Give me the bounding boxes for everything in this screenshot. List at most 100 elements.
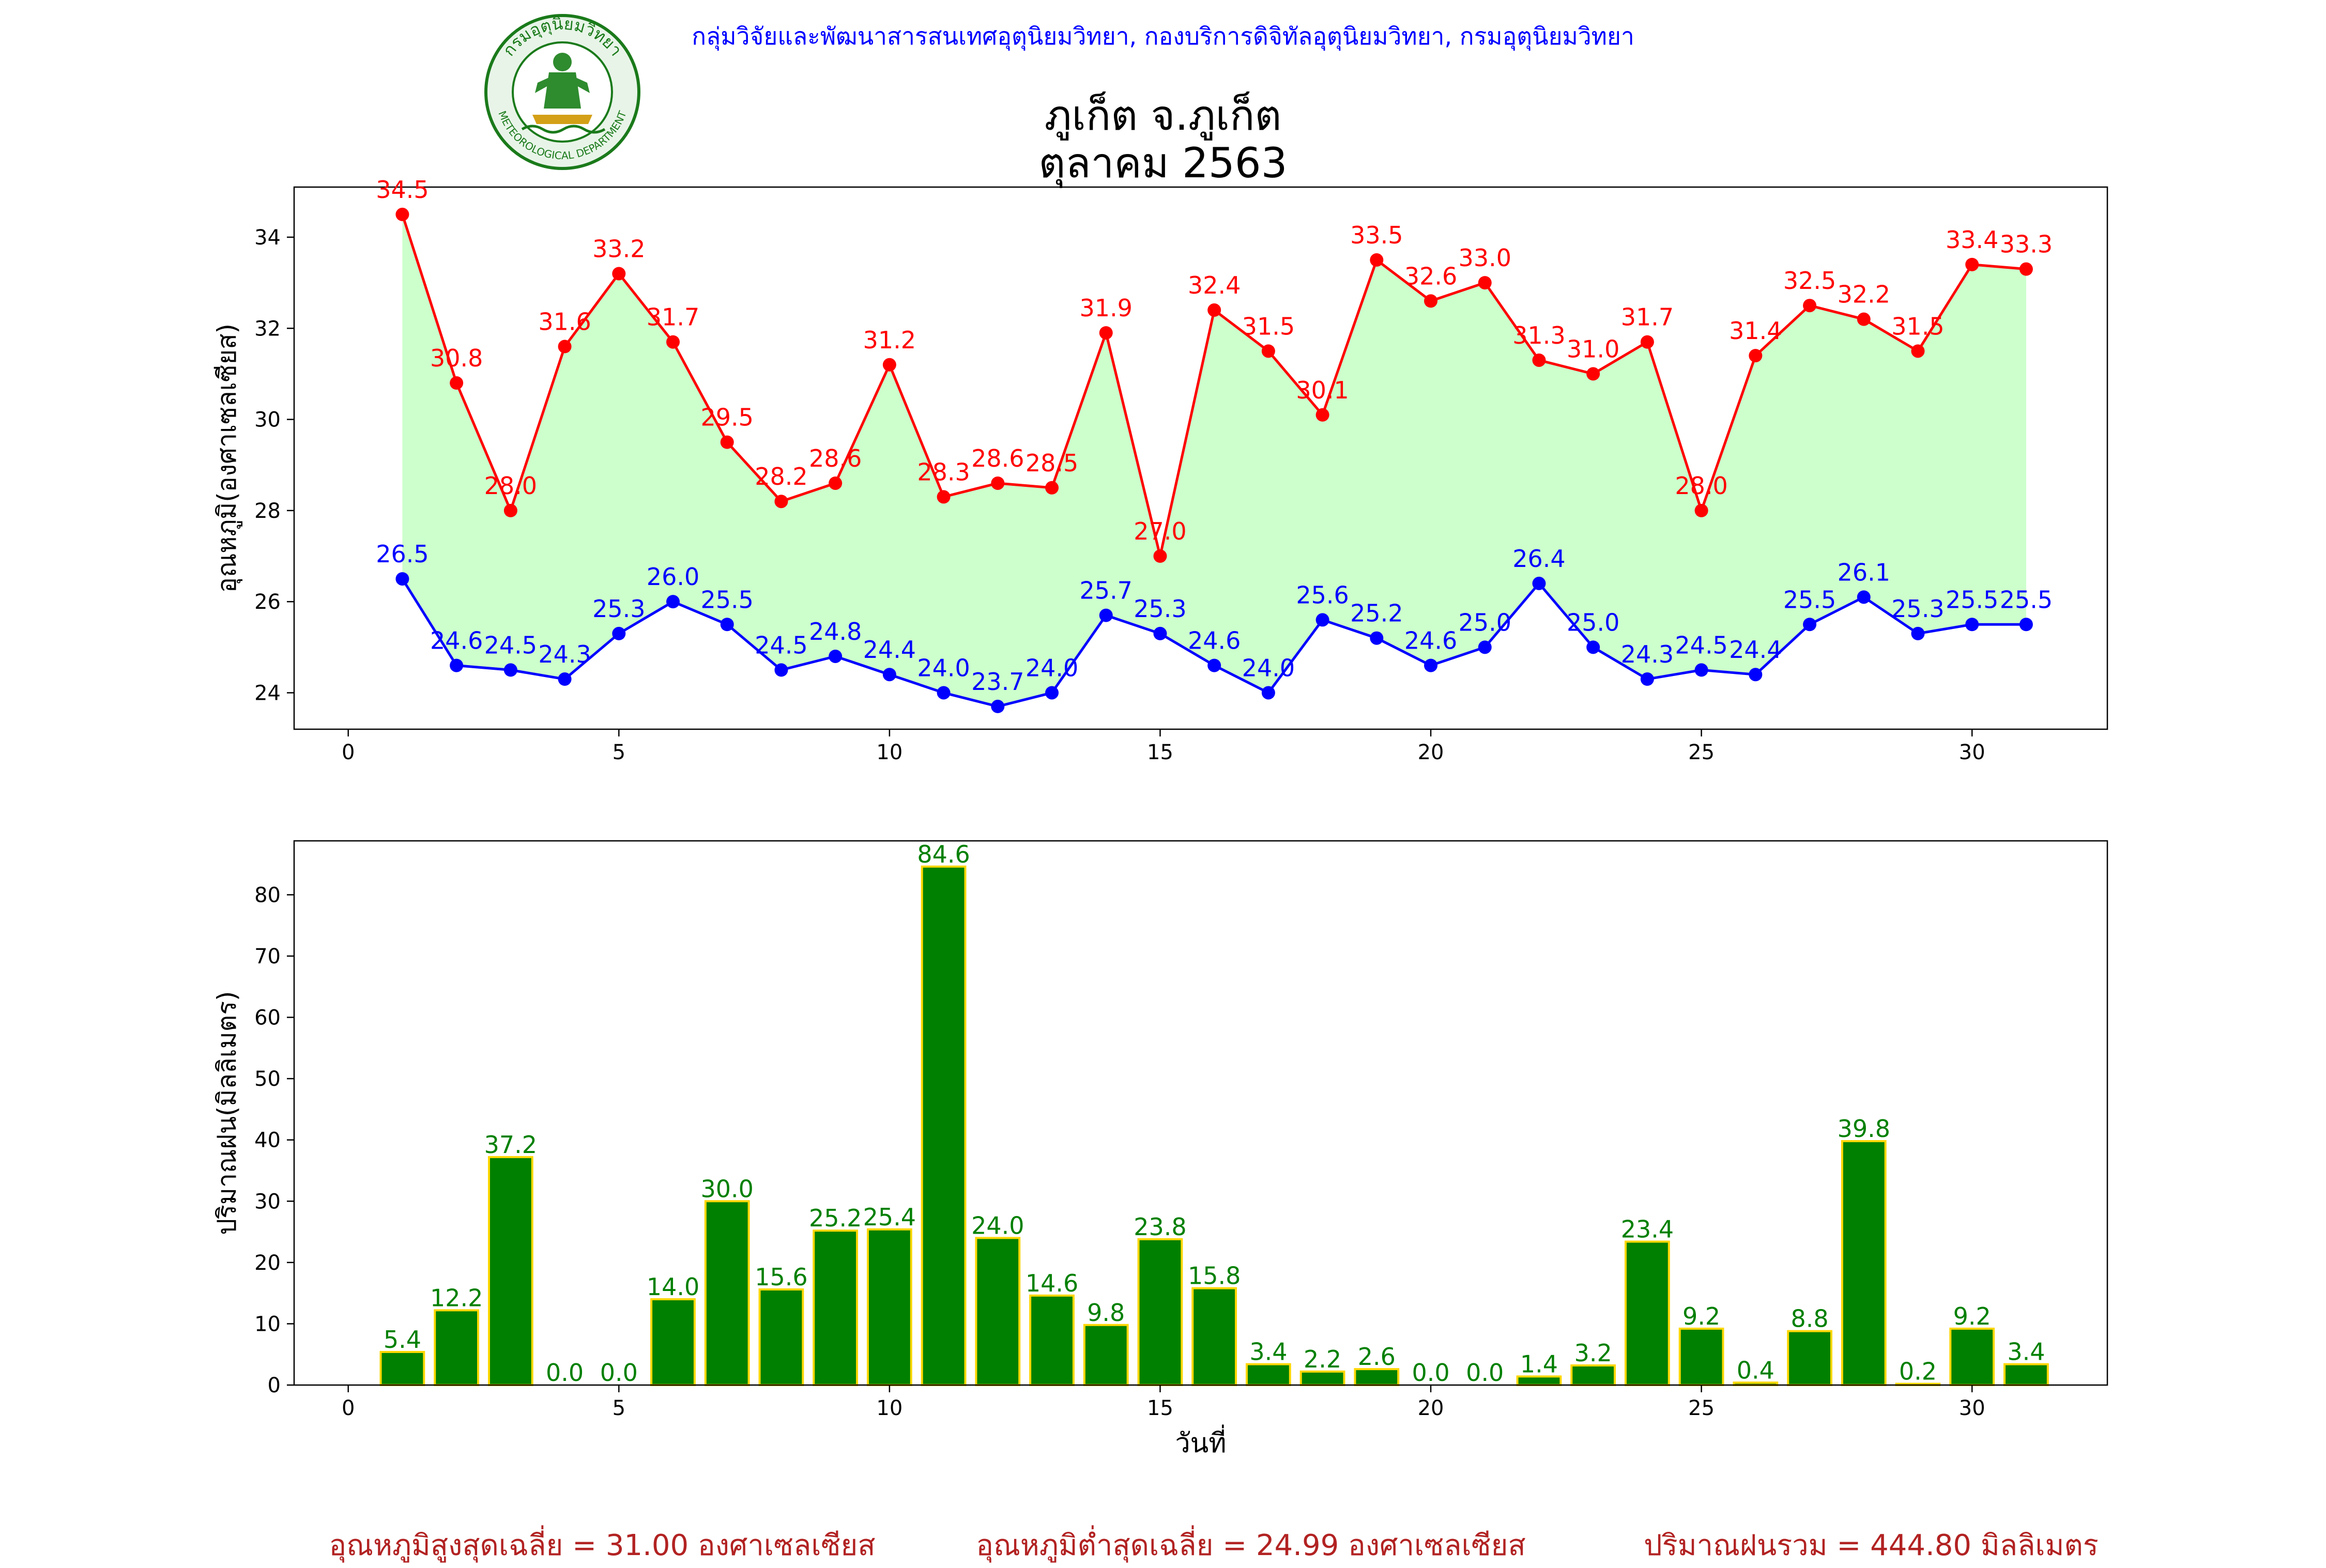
rainfall-value-label: 2.2 bbox=[1304, 1345, 1341, 1373]
max-temperature-point bbox=[1694, 503, 1708, 517]
rainfall-y-tick-label: 40 bbox=[254, 1129, 281, 1152]
max-temperature-point bbox=[1370, 253, 1384, 267]
rainfall-value-label: 0.0 bbox=[1466, 1359, 1504, 1387]
rainfall-bar bbox=[1246, 1363, 1291, 1386]
max-temperature-label: 27.0 bbox=[1134, 517, 1186, 545]
max-temperature-label: 31.6 bbox=[538, 308, 591, 336]
min-temperature-label: 25.0 bbox=[1459, 608, 1511, 636]
min-temperature-label: 25.5 bbox=[2000, 586, 2053, 613]
max-temperature-point bbox=[1153, 549, 1167, 563]
rainfall-x-tick-label: 0 bbox=[342, 1396, 355, 1420]
max-temperature-label: 33.2 bbox=[592, 235, 645, 263]
max-temperature-label: 28.0 bbox=[1675, 472, 1727, 500]
rainfall-plot-frame bbox=[293, 840, 2108, 1386]
max-temperature-label: 33.0 bbox=[1459, 244, 1511, 272]
rainfall-value-label: 37.2 bbox=[484, 1131, 537, 1159]
max-temperature-label: 28.0 bbox=[484, 472, 537, 500]
rainfall-y-tick-label: 60 bbox=[254, 1006, 281, 1030]
rainfall-x-tick-label: 10 bbox=[876, 1396, 902, 1420]
min-temperature-label: 25.3 bbox=[1891, 595, 1944, 623]
min-temperature-point bbox=[395, 572, 409, 586]
avg-max-temperature: อุณหภูมิสูงสุดเฉลี่ย = 31.00 องศาเซลเซีย… bbox=[329, 1529, 876, 1562]
min-temperature-point bbox=[1153, 626, 1167, 640]
min-temperature-point bbox=[1640, 672, 1654, 686]
rainfall-y-tick-label: 70 bbox=[254, 945, 281, 969]
temperature-y-tick-label: 34 bbox=[254, 226, 281, 250]
min-temperature-label: 25.0 bbox=[1567, 608, 1619, 636]
min-temperature-label: 25.3 bbox=[1134, 595, 1186, 623]
rainfall-value-label: 5.4 bbox=[384, 1326, 421, 1354]
rainfall-x-axis-label: วันที่ bbox=[1175, 1424, 1226, 1459]
min-temperature-label: 24.0 bbox=[1026, 654, 1078, 682]
max-temperature-point bbox=[720, 435, 734, 449]
rainfall-value-label: 14.6 bbox=[1026, 1269, 1078, 1297]
temperature-plot-frame bbox=[293, 186, 2108, 730]
rainfall-bar bbox=[2003, 1363, 2049, 1386]
max-temperature-label: 32.4 bbox=[1188, 271, 1241, 299]
min-temperature-point bbox=[1315, 613, 1329, 627]
max-temperature-label: 28.5 bbox=[1026, 449, 1078, 477]
rainfall-bar bbox=[487, 1156, 533, 1387]
max-temperature-label: 31.7 bbox=[1621, 303, 1674, 331]
max-temperature-label: 33.5 bbox=[1350, 221, 1403, 249]
max-temperature-point bbox=[1640, 335, 1654, 349]
min-temperature-label: 26.5 bbox=[376, 540, 429, 568]
max-temperature-label: 28.3 bbox=[917, 458, 970, 486]
rainfall-bar bbox=[1191, 1287, 1237, 1386]
rainfall-y-tick-label: 80 bbox=[254, 883, 281, 907]
max-temperature-label: 33.3 bbox=[2000, 230, 2053, 258]
avg-min-temperature: อุณหภูมิต่ำสุดเฉลี่ย = 24.99 องศาเซลเซีย… bbox=[976, 1529, 1526, 1562]
max-temperature-label: 30.1 bbox=[1296, 376, 1349, 404]
rainfall-x-tick-label: 15 bbox=[1147, 1396, 1173, 1420]
rainfall-value-label: 15.6 bbox=[755, 1263, 807, 1291]
rainfall-value-label: 3.2 bbox=[1574, 1339, 1612, 1367]
rainfall-value-label: 2.6 bbox=[1358, 1343, 1396, 1371]
max-temperature-label: 31.3 bbox=[1512, 321, 1565, 349]
max-temperature-point bbox=[882, 358, 896, 372]
min-temperature-label: 24.8 bbox=[809, 618, 862, 645]
rainfall-x-tick-label: 25 bbox=[1688, 1396, 1715, 1420]
max-temperature-label: 31.4 bbox=[1729, 317, 1782, 345]
max-temperature-point bbox=[1532, 353, 1546, 367]
rainfall-value-label: 0.0 bbox=[546, 1359, 584, 1387]
rainfall-value-label: 0.0 bbox=[1412, 1359, 1449, 1387]
max-temperature-label: 31.9 bbox=[1080, 294, 1133, 322]
max-temperature-point bbox=[1315, 408, 1329, 422]
min-temperature-point bbox=[1207, 658, 1221, 672]
rainfall-y-tick-label: 20 bbox=[254, 1251, 281, 1275]
rainfall-bar bbox=[1299, 1370, 1345, 1386]
rainfall-value-label: 23.4 bbox=[1621, 1216, 1674, 1243]
min-temperature-label: 24.5 bbox=[484, 631, 537, 659]
max-temperature-point bbox=[991, 476, 1005, 490]
min-temperature-label: 24.3 bbox=[1621, 640, 1674, 668]
rainfall-y-tick-label: 0 bbox=[268, 1374, 281, 1397]
department-logo: กรมอุตุนิยมวิทยา METEOROLOGICAL DEPARTME… bbox=[484, 14, 640, 170]
min-temperature-point bbox=[1965, 618, 1979, 632]
max-temperature-point bbox=[1261, 344, 1275, 358]
min-temperature-point bbox=[882, 668, 896, 682]
min-temperature-label: 24.0 bbox=[1242, 654, 1295, 682]
min-temperature-point bbox=[1370, 631, 1384, 645]
temperature-x-tick-label: 5 bbox=[613, 741, 625, 764]
min-temperature-point bbox=[829, 649, 843, 663]
rainfall-value-label: 24.0 bbox=[971, 1211, 1024, 1239]
rainfall-bar bbox=[921, 865, 967, 1386]
temperature-x-tick-label: 30 bbox=[1959, 741, 1985, 764]
max-temperature-point bbox=[1965, 257, 1979, 271]
min-temperature-point bbox=[1586, 640, 1600, 654]
min-temperature-point bbox=[991, 699, 1005, 713]
max-temperature-point bbox=[1424, 294, 1438, 308]
temperature-x-tick-label: 15 bbox=[1147, 741, 1173, 764]
max-temperature-label: 34.5 bbox=[376, 176, 429, 204]
rainfall-bar bbox=[1029, 1294, 1075, 1386]
min-temperature-label: 26.0 bbox=[647, 563, 699, 591]
min-temperature-label: 25.3 bbox=[592, 595, 645, 623]
min-temperature-label: 25.5 bbox=[701, 586, 754, 613]
deity-emblem-icon bbox=[521, 53, 606, 134]
rainfall-x-tick-label: 20 bbox=[1418, 1396, 1444, 1420]
rainfall-bar bbox=[1137, 1238, 1183, 1387]
rainfall-value-label: 25.2 bbox=[809, 1204, 862, 1232]
temperature-range-fill bbox=[402, 214, 2026, 706]
rainfall-bar bbox=[1787, 1330, 1832, 1387]
